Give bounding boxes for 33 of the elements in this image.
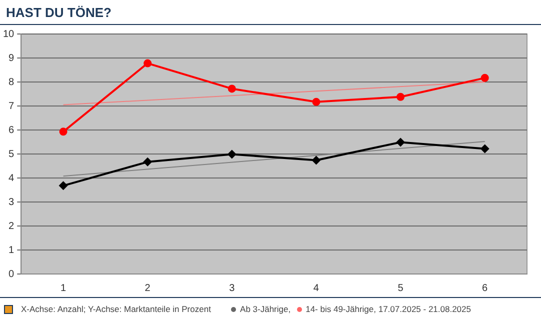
x-tick-label: 4: [313, 282, 320, 294]
point: [227, 150, 236, 159]
point: [228, 84, 236, 93]
chart-title: HAST DU TÖNE?: [0, 0, 541, 25]
x-tick-label: 2: [144, 282, 151, 294]
point: [396, 138, 406, 147]
y-tick-label: 8: [8, 76, 15, 88]
y-tick-label: 2: [8, 220, 15, 232]
x-tick-label: 1: [60, 282, 66, 294]
x-tick-label: 5: [398, 282, 404, 294]
y-tick-label: 4: [8, 172, 15, 184]
point: [59, 128, 68, 136]
text: X-Achse: Anzahl; Y-Achse: Marktanteile in Prozent: [21, 304, 211, 314]
point: [144, 59, 152, 68]
legend-label: Ab 3-Jährige,: [240, 304, 291, 314]
point: [396, 92, 405, 101]
point: [312, 156, 321, 165]
point: [58, 181, 68, 190]
y-tick-label: 5: [8, 148, 15, 160]
y-tick-label: 1: [8, 244, 15, 256]
x-tick-label: 6: [482, 282, 488, 294]
y-tick-label: 6: [8, 124, 15, 136]
y-tick-label: 0: [8, 268, 15, 280]
point: [143, 157, 152, 166]
y-tick-label: 7: [8, 100, 15, 112]
legend-label: 14- bis 49-Jährige, 17.07.2025 - 21.08.2025: [306, 304, 471, 314]
y-tick-label: 10: [3, 28, 15, 40]
x-tick-label: 3: [229, 282, 236, 294]
point: [480, 144, 490, 154]
y-tick-label: 9: [8, 52, 15, 64]
y-tick-label: 3: [8, 196, 15, 208]
point: [480, 74, 489, 82]
point: [312, 98, 320, 106]
